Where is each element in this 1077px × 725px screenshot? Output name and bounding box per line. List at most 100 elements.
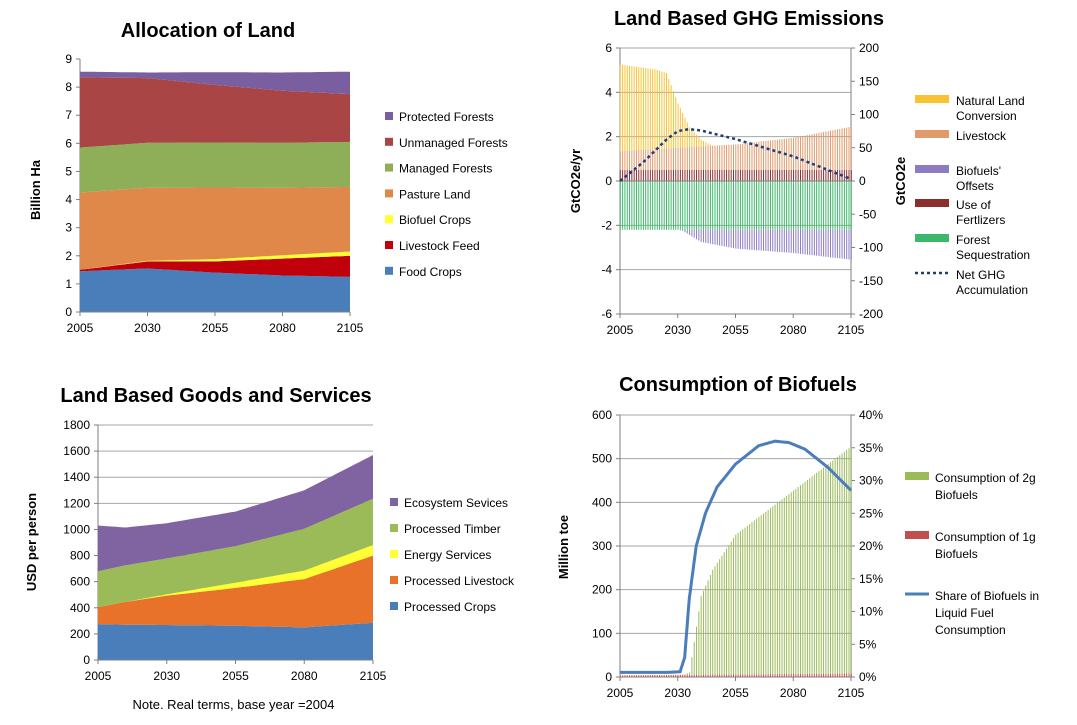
ghg-legend-label: Conversion [956,109,1017,123]
biofuels-legend-label: Liquid Fuel [935,606,994,620]
biofuels-y2-tick-label: 30% [859,474,883,488]
land-legend-label: Unmanaged Forests [399,136,508,150]
goods-x-tick-label: 2005 [85,669,112,683]
biofuels-y-axis-label: Million toe [556,515,571,579]
ghg-legend-swatch [915,95,949,103]
land-legend-label: Pasture Land [399,187,470,201]
goods-legend-label: Processed Crops [404,600,496,614]
goods-legend-swatch [390,498,398,506]
ghg-title: Land Based GHG Emissions [614,8,884,30]
goods-legend-label: Ecosystem Sevices [404,496,508,510]
biofuels-legend-label: Biofuels [935,547,978,561]
ghg-y2-axis-label: GtCO2e [893,157,908,205]
biofuels-y-tick-label: 500 [592,452,612,466]
land-x-tick-label: 2080 [269,321,296,335]
land-y-tick-label: 8 [65,80,72,94]
land-y-tick-label: 7 [65,108,72,122]
ghg-y-tick-label: 0 [605,174,612,188]
land-legend-label: Protected Forests [399,110,494,124]
biofuels-bars [619,446,852,677]
biofuels-title: Consumption of Biofuels [619,374,857,396]
biofuels-x-tick-label: 2080 [780,686,807,700]
ghg-y-tick-label: -6 [601,307,612,321]
biofuels-y2-tick-label: 40% [859,408,883,422]
land-legend-swatch [385,112,393,120]
ghg-x-tick-label: 2105 [838,323,865,337]
goods-areas [98,455,373,660]
ghg-y2-tick-label: 100 [859,108,879,122]
ghg-legend-label: Biofuels' [956,164,1001,178]
goods-y-tick-label: 200 [70,627,90,641]
goods-legend-swatch [390,524,398,532]
biofuels-line-share [620,439,853,674]
biofuels-y2-tick-label: 35% [859,441,883,455]
ghg-y2-tick-label: -200 [859,307,883,321]
goods-x-tick-label: 2030 [153,669,180,683]
land-areas [80,71,350,312]
ghg-bars [619,64,852,260]
ghg-y2-tick-label: 150 [859,74,879,88]
ghg-y-tick-label: 4 [605,85,612,99]
biofuels-y2-tick-label: 15% [859,572,883,586]
ghg-y2-tick-label: -50 [859,207,877,221]
biofuels-legend-label: Consumption of 1g [935,530,1036,544]
ghg-y2-tick-label: 50 [859,141,873,155]
goods-legend: Ecosystem Sevices Processed Timber Energy … [390,496,515,614]
goods-legend-label: Energy Services [404,548,491,562]
land-legend-label: Livestock Feed [399,239,480,253]
land-legend-swatch [385,189,393,198]
ghg-y2-tick-label: 0 [859,174,866,188]
land-y-tick-label: 5 [65,164,72,178]
biofuels-x-tick-label: 2030 [664,686,691,700]
ghg-line-net-ghg-accumulation [619,127,852,182]
land-y-tick-label: 1 [65,277,72,291]
biofuels-y2-tick-label: 20% [859,539,883,553]
goods-legend-label: Processed Timber [404,522,501,536]
land-legend-label: Food Crops [399,265,462,279]
ghg-y2-tick-label: -150 [859,274,883,288]
land-area-biofuel-crops [80,251,350,270]
ghg-legend-label: Accumulation [956,283,1028,297]
biofuels-legend: Consumption of 2g Biofuels Consumption of … [905,471,1039,637]
biofuels-y2-tick-label: 10% [859,605,883,619]
goods-x-tick-label: 2055 [222,669,249,683]
land-y-tick-label: 0 [65,305,72,319]
biofuels-legend-label: Share of Biofuels in [935,589,1039,603]
biofuels-legend-label: Biofuels [935,488,978,502]
land-legend-label: Managed Forests [399,162,492,176]
goods-legend-swatch [390,602,398,610]
land-area-livestock-feed [80,255,350,277]
land-area-food-crops [80,268,350,312]
goods-area-processed-timber [98,498,373,608]
land-y-tick-label: 9 [65,52,72,66]
land-y-tick-label: 3 [65,221,72,235]
biofuels-y-tick-label: 0 [605,670,612,684]
goods-legend-swatch [390,550,398,558]
land-x-tick-label: 2005 [67,321,94,335]
biofuels-legend-label: Consumption [935,623,1006,637]
land-legend: Protected Forests Unmanaged Forests Manage… [385,110,508,279]
goods-area-processed-crops [98,622,373,660]
goods-x-tick-label: 2105 [360,669,387,683]
land-y-axis-label: Billion Ha [28,159,43,220]
land-area-unmanaged-forests [80,77,350,148]
biofuels-y-tick-label: 600 [592,408,612,422]
ghg-x-tick-label: 2080 [780,323,807,337]
land-legend-swatch [385,163,393,172]
ghg-y2-tick-label: -100 [859,241,883,255]
ghg-x-tick-label: 2055 [722,323,749,337]
ghg-legend-label: Offsets [956,179,994,193]
goods-y-tick-label: 1200 [63,496,90,510]
ghg-legend-label: Sequestration [956,248,1030,262]
ghg-x-tick-label: 2005 [607,323,634,337]
goods-legend-swatch [390,576,398,584]
land-legend-swatch [385,241,393,249]
land-y-tick-label: 4 [65,193,72,207]
ghg-x-tick-label: 2030 [664,323,691,337]
goods-y-tick-label: 1800 [63,418,90,432]
goods-legend-label: Processed Livestock [404,574,515,588]
ghg-legend-label: Net GHG [956,268,1005,282]
land-area-pasture-land [80,186,350,270]
land-legend-label: Biofuel Crops [399,213,471,227]
